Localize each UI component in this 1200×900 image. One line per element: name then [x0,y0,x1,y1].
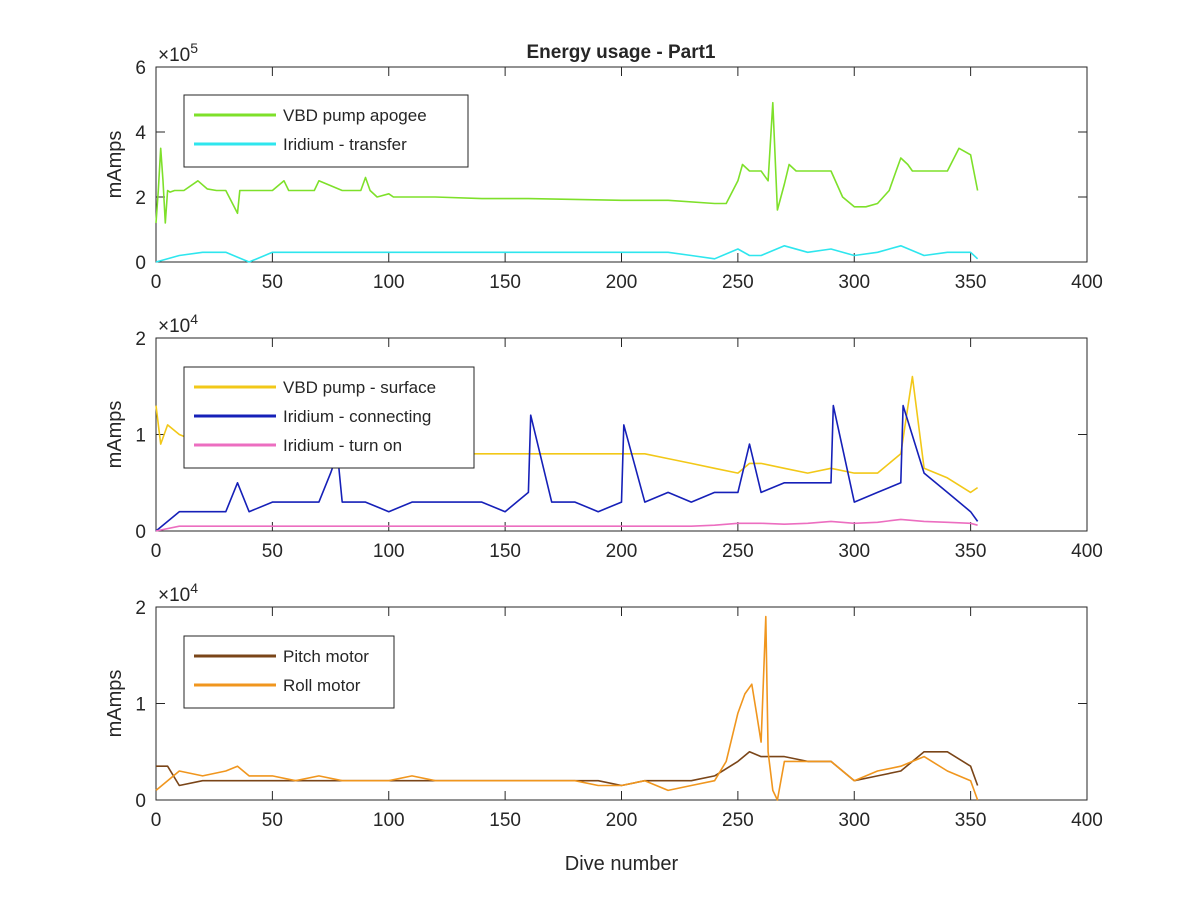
x-tick-label: 100 [373,541,405,562]
x-tick-label: 250 [722,541,754,562]
y-tick-label: 0 [135,791,146,812]
x-tick-label: 150 [489,810,521,831]
legend-entry: Roll motor [283,676,361,695]
x-tick-label: 300 [838,272,870,293]
y-axis-label: mAmps [104,401,126,469]
legend: VBD pump apogee Iridium - transfer [183,94,469,168]
y-tick-label: 4 [135,123,146,144]
x-tick-label: 0 [151,810,162,831]
legend-entry: Iridium - turn on [283,436,402,455]
x-tick-label: 400 [1071,810,1103,831]
x-tick-label: 300 [838,541,870,562]
y-tick-label: 1 [135,426,146,447]
y-exponent-label: ×105 [158,40,198,66]
y-tick-label: 0 [135,253,146,274]
x-tick-label: 50 [262,272,283,293]
x-tick-label: 250 [722,272,754,293]
x-tick-label: 200 [606,541,638,562]
x-tick-label: 150 [489,272,521,293]
x-tick-label: 350 [955,810,987,831]
x-tick-label: 200 [606,272,638,293]
y-tick-label: 1 [135,695,146,716]
x-tick-label: 400 [1071,541,1103,562]
subplot-middle: 0 50 100 150 200 250 300 350 400 0 1 2 ×104 mAmps VBD … [104,311,1103,562]
series-line-iridium-turn-on [155,518,978,532]
subplot-bottom: 0 50 100 150 200 250 300 350 400 0 1 2 ×104 mAmps Dive… [104,580,1103,875]
legend-box [183,635,395,709]
y-tick-label: 2 [135,188,146,209]
x-tick-label: 250 [722,810,754,831]
x-axis-label: Dive number [565,853,679,875]
legend-entry: Iridium - connecting [283,407,431,426]
x-tick-label: 200 [606,810,638,831]
legend-entry: VBD pump - surface [283,378,436,397]
figure-title: Energy usage - Part1 [526,42,715,63]
x-tick-label: 300 [838,810,870,831]
x-tick-label: 0 [151,272,162,293]
y-tick-label: 2 [135,329,146,350]
x-tick-label: 100 [373,272,405,293]
x-tick-label: 150 [489,541,521,562]
y-axis-label: mAmps [104,670,126,738]
series-line-iridium-transfer [155,245,979,263]
legend-entry: Pitch motor [283,647,369,666]
y-axis-label: mAmps [104,131,126,199]
series-line-vbd-pump-apogee [155,101,979,224]
x-tick-label: 50 [262,810,283,831]
legend: Pitch motor Roll motor [183,635,395,709]
x-tick-label: 50 [262,541,283,562]
legend-entry: VBD pump apogee [283,106,427,125]
legend: VBD pump - surface Iridium - connecting Ir… [183,366,475,469]
series-line-iridium-connecting [155,404,979,532]
y-exponent-label: ×104 [158,580,198,606]
subplot-panels: 0 50 100 150 200 250 300 350 4000246×105mAmpsVBD… [104,40,1103,875]
y-exponent-label: ×104 [158,311,198,337]
x-tick-label: 0 [151,541,162,562]
subplot-top: 0 50 100 150 200 250 300 350 400 0 2 4 6 ×105 mAmps VBD… [104,40,1103,293]
y-tick-label: 2 [135,598,146,619]
y-tick-label: 0 [135,522,146,543]
legend-box [183,94,469,168]
x-tick-label: 350 [955,541,987,562]
x-tick-label: 350 [955,272,987,293]
legend-entry: Iridium - transfer [283,135,407,154]
x-tick-label: 100 [373,810,405,831]
x-tick-label: 400 [1071,272,1103,293]
y-tick-label: 6 [135,58,146,79]
series-line-roll-motor [155,615,979,801]
